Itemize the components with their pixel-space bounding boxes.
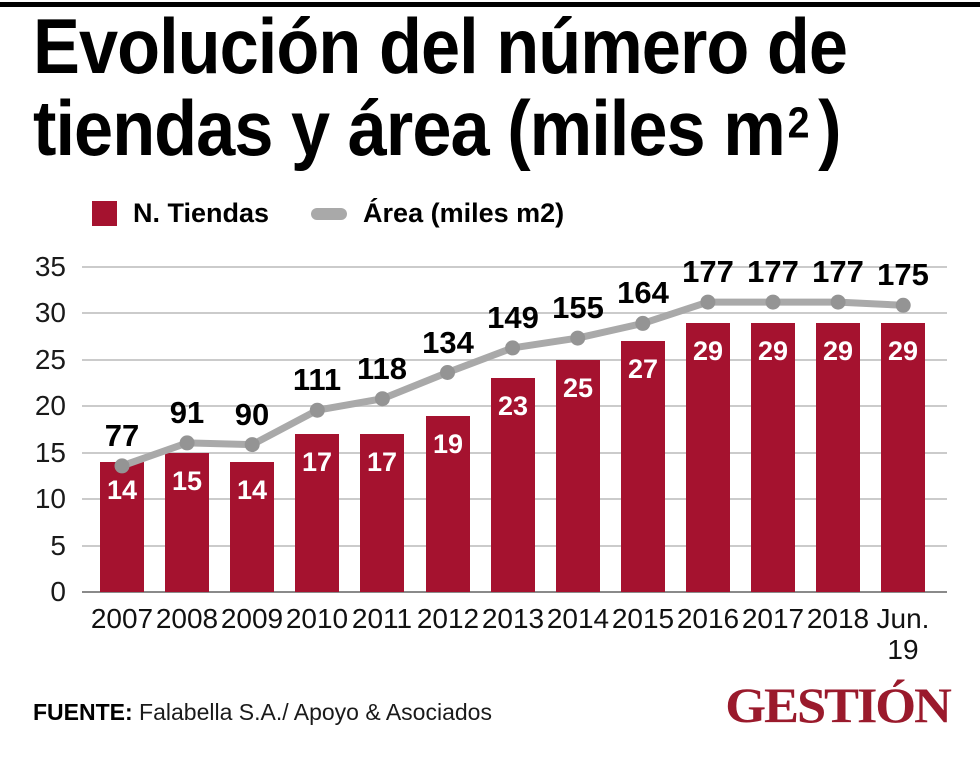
x-tick-label: 2015 xyxy=(611,603,675,634)
gridline-35 xyxy=(82,266,947,268)
title-line2: tiendas y área (miles m xyxy=(33,84,786,172)
area-marker xyxy=(830,294,846,310)
y-tick-label: 5 xyxy=(50,530,66,561)
y-tick-label: 25 xyxy=(34,344,66,375)
area-marker xyxy=(244,437,260,453)
x-tick-label: 2011 xyxy=(351,603,413,634)
area-value-label: 175 xyxy=(877,257,929,292)
legend-line-swatch xyxy=(311,207,348,220)
area-value-label: 111 xyxy=(292,362,342,397)
area-value-label: 155 xyxy=(552,290,604,325)
area-marker xyxy=(440,365,455,380)
chart-title: Evolución del número de tiendas y área (m… xyxy=(33,2,848,181)
y-tick-label: 10 xyxy=(34,483,66,514)
area-value-label: 77 xyxy=(104,418,140,453)
area-value-label: 118 xyxy=(356,351,407,386)
x-tick-label: 2012 xyxy=(416,603,480,634)
bar-value-label: 23 xyxy=(497,391,529,421)
x-tick-label: Jun. 19 xyxy=(876,603,930,665)
area-value-label: 177 xyxy=(682,254,734,289)
bar-value-label: 29 xyxy=(887,336,919,366)
bar-2007 xyxy=(100,462,144,592)
x-tick-label: 2008 xyxy=(155,603,219,634)
source-text: Falabella S.A./ Apoyo & Asociados xyxy=(132,699,492,725)
bar-value-label: 29 xyxy=(757,336,789,366)
area-marker xyxy=(505,340,521,356)
x-axis-line xyxy=(82,591,947,593)
y-tick-label: 15 xyxy=(34,437,66,468)
x-tick-label: 2018 xyxy=(806,603,870,634)
bar-2009 xyxy=(230,462,274,592)
x-tick-label: 2013 xyxy=(481,603,545,634)
gestion-logo: GESTIÓN xyxy=(725,677,952,733)
area-value-label: 177 xyxy=(812,254,864,289)
title-superscript: 2 xyxy=(787,96,810,147)
bar-value-label: 19 xyxy=(432,429,464,459)
y-tick-label: 35 xyxy=(34,251,66,282)
x-tick-label: 2017 xyxy=(741,603,805,634)
x-tick-label: 2014 xyxy=(546,603,610,634)
legend: N. Tiendas Área (miles m2) xyxy=(92,198,564,229)
legend-bar-swatch xyxy=(92,201,117,226)
bar-value-label: 14 xyxy=(236,475,268,505)
area-marker xyxy=(374,391,390,407)
bar-value-label: 27 xyxy=(627,354,659,384)
area-marker xyxy=(895,297,911,313)
area-value-label: 164 xyxy=(617,275,669,310)
x-tick-label: 2016 xyxy=(676,603,740,634)
bar-value-label: 17 xyxy=(366,447,398,477)
bar-value-label: 17 xyxy=(301,447,333,477)
y-tick-label: 20 xyxy=(34,390,66,421)
area-marker xyxy=(700,294,716,310)
legend-bar-label: N. Tiendas xyxy=(133,198,270,228)
source-line: FUENTE: Falabella S.A./ Apoyo & Asociado… xyxy=(33,699,492,726)
top-rule xyxy=(0,2,980,7)
area-marker xyxy=(635,315,651,331)
title-line1: Evolución del número de xyxy=(33,2,848,91)
bar-value-label: 29 xyxy=(822,336,854,366)
x-tick-label: 2010 xyxy=(285,603,349,634)
x-tick-label: 2007 xyxy=(90,603,154,634)
area-marker xyxy=(765,294,781,310)
bar-value-label: 14 xyxy=(106,475,138,505)
x-tick-label: 2009 xyxy=(220,603,284,634)
area-marker xyxy=(179,435,195,451)
y-tick-label: 0 xyxy=(50,576,66,607)
area-value-label: 177 xyxy=(747,254,799,289)
area-value-label: 134 xyxy=(422,325,474,360)
legend-line-label: Área (miles m2) xyxy=(363,198,565,228)
area-marker xyxy=(570,330,586,346)
source-label: FUENTE: xyxy=(33,699,133,725)
y-tick-label: 30 xyxy=(34,297,66,328)
bar-2008 xyxy=(165,453,209,592)
bar-value-label: 25 xyxy=(562,373,594,403)
bar-value-label: 15 xyxy=(171,466,203,496)
bar-value-label: 29 xyxy=(692,336,724,366)
title-close-paren: ) xyxy=(818,84,841,172)
area-value-label: 90 xyxy=(234,397,270,432)
area-value-label: 149 xyxy=(487,300,539,335)
area-value-label: 91 xyxy=(169,395,205,430)
